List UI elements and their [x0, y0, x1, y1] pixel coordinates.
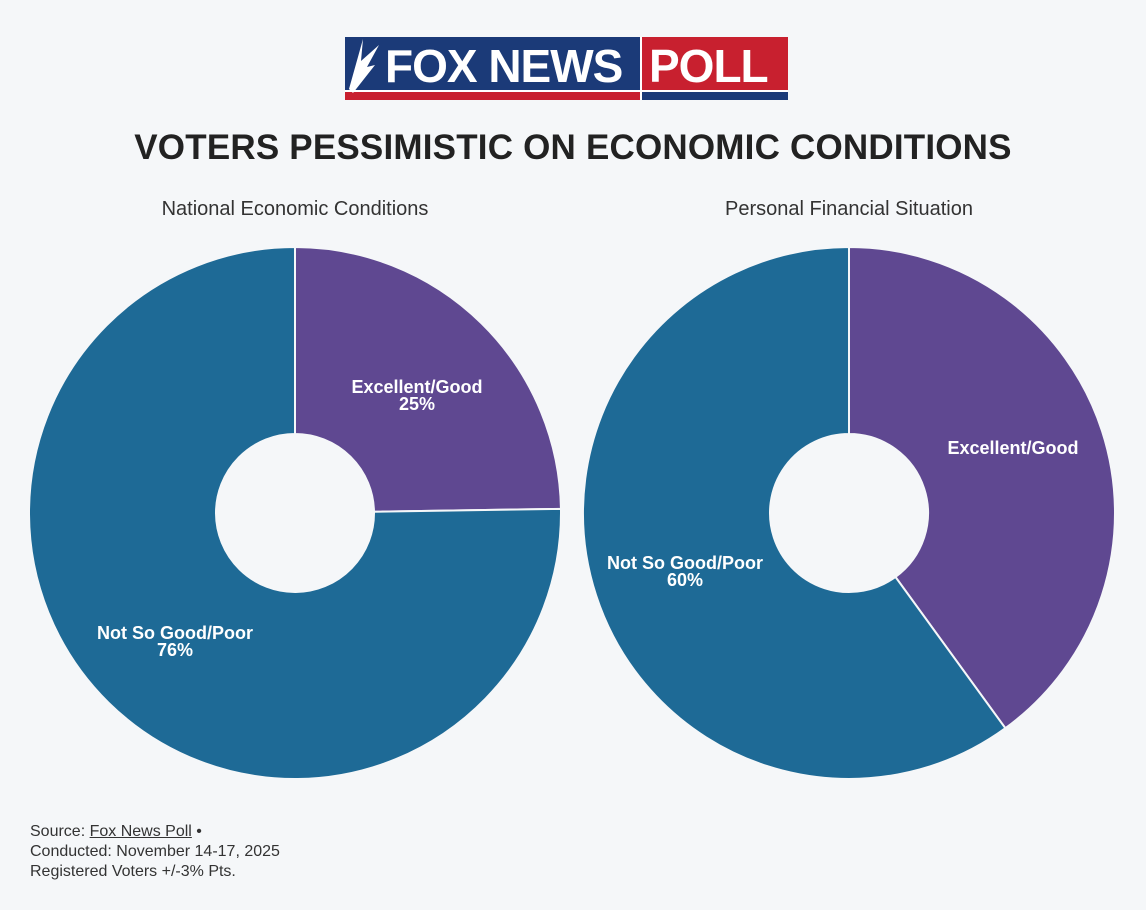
logo-brand: FOX NEWS	[385, 40, 622, 92]
pie-slice-1-0	[848, 245, 1116, 730]
fox-news-poll-logo: FOX NEWS POLL	[345, 37, 788, 100]
chart-subtitle-national: National Economic Conditions	[161, 198, 429, 220]
slice-label-0-1: Not So Good/Poor 76%	[97, 623, 253, 660]
searchlight-icon	[349, 39, 379, 93]
slice-label-0-0: Excellent/Good 25%	[351, 377, 482, 414]
logo-product: POLL	[649, 40, 768, 92]
source-note: Source: Fox News Poll • Conducted: Novem…	[30, 822, 280, 882]
slice-label-1-0: Excellent/Good	[947, 438, 1078, 458]
source-bullet: •	[191, 823, 202, 840]
pie-slice-0-0	[294, 245, 562, 513]
margin-of-error: Registered Voters +/-3% Pts.	[30, 863, 236, 880]
source-prefix: Source:	[30, 823, 90, 840]
pie-slice-1-1	[582, 245, 1007, 780]
chart-title: VOTERS PESSIMISTIC ON ECONOMIC CONDITION…	[134, 128, 1012, 167]
slice-label-1-1: Not So Good/Poor 60%	[607, 553, 763, 590]
pie-slice-0-1	[28, 245, 562, 780]
source-link[interactable]: Fox News Poll	[89, 823, 192, 840]
source-line: Source: Fox News Poll •	[30, 822, 280, 842]
conducted-date: Conducted: November 14-17, 2025	[30, 843, 280, 860]
chart-subtitle-personal: Personal Financial Situation	[725, 198, 973, 220]
